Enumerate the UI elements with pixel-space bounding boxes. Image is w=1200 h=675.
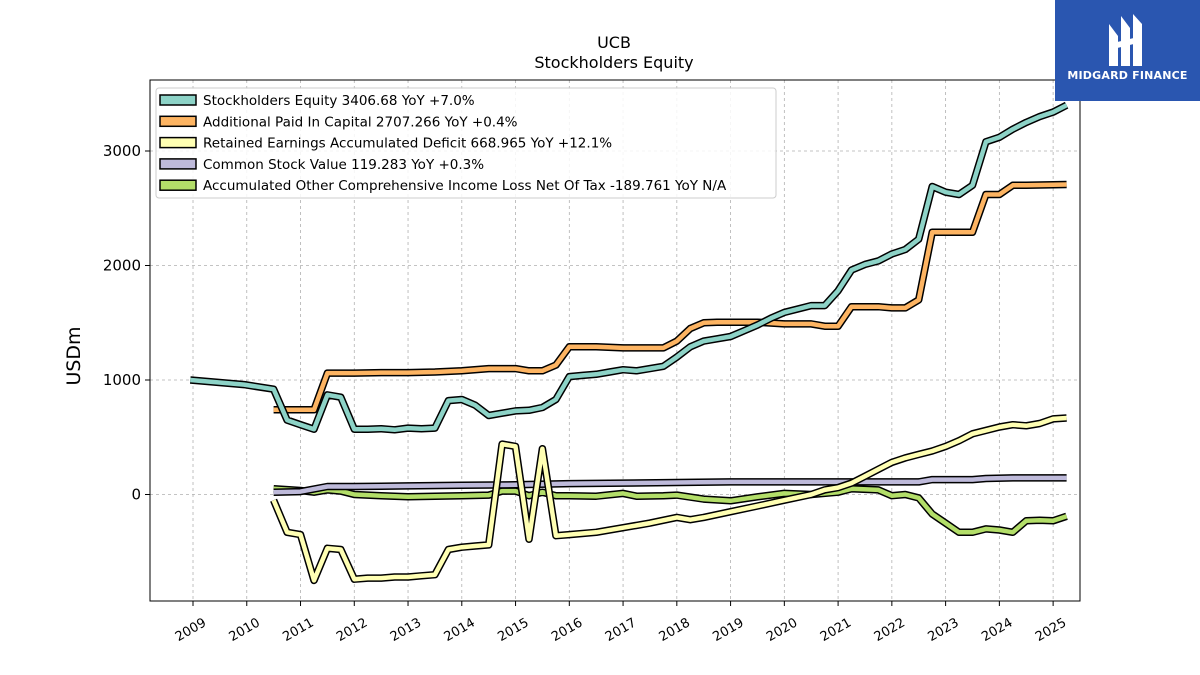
legend-swatch	[159, 115, 197, 128]
x-tick-label: 2018	[657, 615, 693, 645]
x-tick-label: 2024	[979, 615, 1015, 645]
series-line-stockholders-equity	[190, 103, 1068, 433]
x-tick-label: 2013	[388, 615, 424, 645]
legend-swatch	[159, 179, 197, 191]
legend-swatch	[159, 94, 197, 106]
x-tick-label: 2015	[495, 615, 531, 645]
x-tick-label: 2023	[925, 615, 961, 645]
legend-entry: Stockholders Equity 3406.68 YoY +7.0%	[203, 93, 475, 109]
chart-subtitle: Stockholders Equity	[534, 53, 693, 72]
brand-logo: MIDGARD FINANCE	[1055, 0, 1200, 101]
series-line-common-stock-value	[273, 475, 1067, 495]
x-tick-label: 2011	[280, 615, 316, 645]
legend-swatch	[159, 158, 197, 170]
series-outline-additional-paid-in-capital	[273, 180, 1067, 414]
legend-swatch	[159, 136, 197, 149]
y-tick-label: 0	[131, 486, 141, 504]
x-tick-label: 2014	[442, 615, 478, 645]
x-tick-label: 2019	[710, 615, 746, 645]
chart-title: UCB	[597, 33, 631, 52]
legend: Stockholders Equity 3406.68 YoY +7.0% Add…	[155, 87, 777, 199]
series-line-additional-paid-in-capital	[273, 182, 1067, 413]
legend-entry: Accumulated Other Comprehensive Income L…	[203, 178, 727, 194]
plot-frame	[149, 79, 1081, 602]
x-tick-label: 2009	[173, 615, 209, 645]
legend-entry: Additional Paid In Capital 2707.266 YoY …	[203, 114, 518, 130]
x-tick-label: 2017	[603, 615, 639, 645]
x-tick-label: 2010	[227, 615, 263, 645]
x-tick-label: 2022	[872, 615, 908, 645]
y-tick-label: 1000	[103, 371, 141, 389]
logo-text: MIDGARD FINANCE	[1067, 69, 1188, 82]
midgard-logo-icon	[1109, 14, 1142, 66]
series-line-accumulated-other-comprehensive-income-loss-net-of-tax	[273, 486, 1068, 535]
legend-box	[155, 87, 777, 199]
x-tick-label: 2012	[334, 615, 370, 645]
x-tick-label: 2016	[549, 615, 585, 645]
y-tick-label: 2000	[103, 256, 141, 274]
x-tick-label: 2025	[1033, 615, 1069, 645]
x-tick-label: 2021	[818, 615, 854, 645]
legend-entry: Retained Earnings Accumulated Deficit 66…	[203, 136, 612, 152]
legend-entry: Common Stock Value 119.283 YoY +0.3%	[203, 157, 484, 173]
x-tick-label: 2020	[764, 615, 800, 645]
y-tick-label: 3000	[103, 142, 141, 160]
series-line-retained-earnings-accumulated-deficit	[271, 415, 1067, 583]
y-axis-label: USDm	[63, 326, 85, 385]
series-layer	[189, 101, 1069, 585]
